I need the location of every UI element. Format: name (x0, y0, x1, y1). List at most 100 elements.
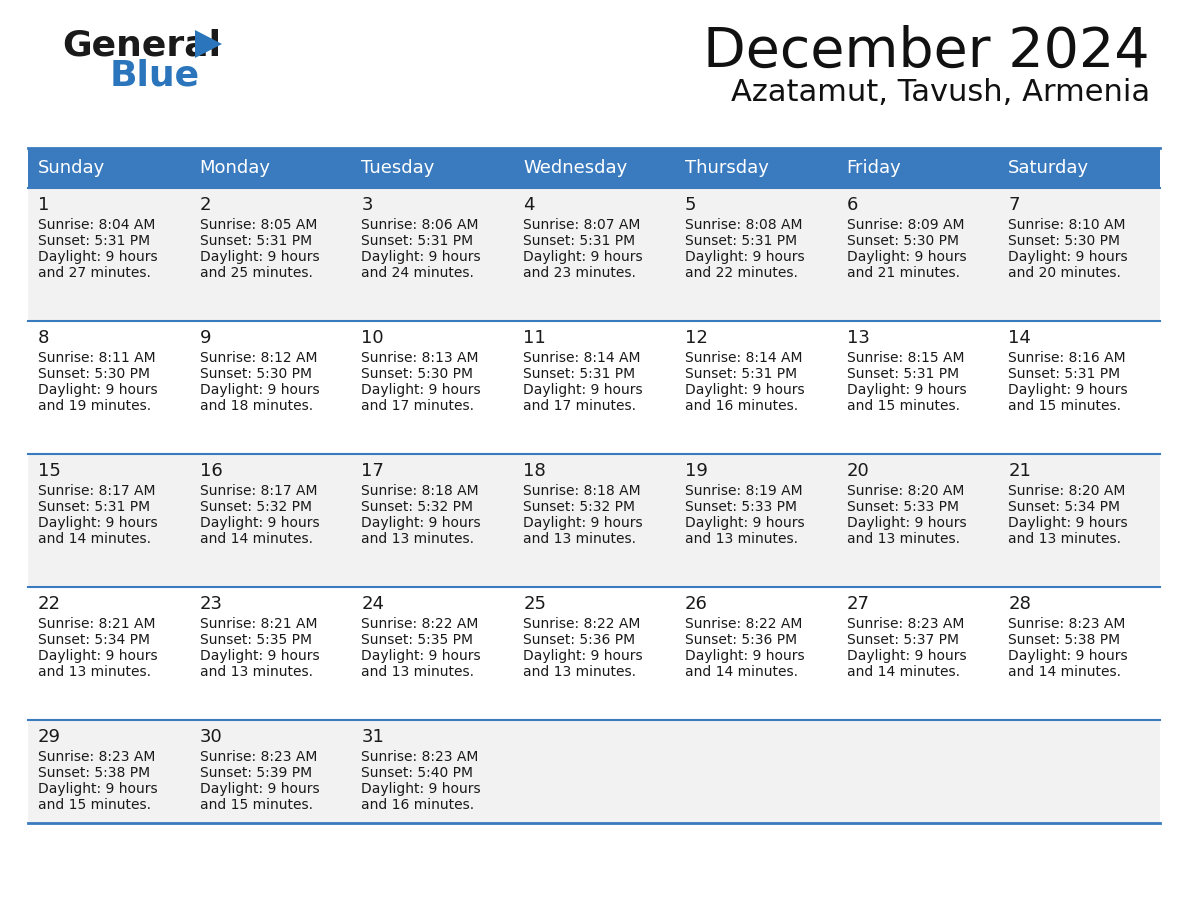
Text: Sunset: 5:30 PM: Sunset: 5:30 PM (847, 234, 959, 248)
Text: Sunset: 5:39 PM: Sunset: 5:39 PM (200, 766, 311, 780)
Text: and 14 minutes.: and 14 minutes. (200, 532, 312, 546)
Text: Sunset: 5:38 PM: Sunset: 5:38 PM (1009, 633, 1120, 647)
Text: Sunset: 5:34 PM: Sunset: 5:34 PM (1009, 500, 1120, 514)
Text: 26: 26 (684, 595, 708, 613)
Text: Sunset: 5:32 PM: Sunset: 5:32 PM (200, 500, 311, 514)
Text: 28: 28 (1009, 595, 1031, 613)
Text: Daylight: 9 hours: Daylight: 9 hours (38, 782, 158, 796)
Text: Sunset: 5:32 PM: Sunset: 5:32 PM (523, 500, 636, 514)
Text: Sunset: 5:38 PM: Sunset: 5:38 PM (38, 766, 150, 780)
Text: Monday: Monday (200, 159, 271, 177)
Text: 10: 10 (361, 329, 384, 347)
Text: Sunset: 5:31 PM: Sunset: 5:31 PM (38, 500, 150, 514)
Text: Sunset: 5:36 PM: Sunset: 5:36 PM (523, 633, 636, 647)
Text: Sunrise: 8:18 AM: Sunrise: 8:18 AM (361, 484, 479, 498)
Text: and 23 minutes.: and 23 minutes. (523, 266, 636, 280)
Bar (29, 587, 1159, 720)
Text: Daylight: 9 hours: Daylight: 9 hours (361, 782, 481, 796)
Text: Sunrise: 8:06 AM: Sunrise: 8:06 AM (361, 218, 479, 232)
Bar (29, 148, 190, 188)
Bar (29, 321, 1159, 454)
Text: and 13 minutes.: and 13 minutes. (361, 532, 474, 546)
Text: Sunrise: 8:21 AM: Sunrise: 8:21 AM (38, 617, 156, 631)
Text: Daylight: 9 hours: Daylight: 9 hours (1009, 516, 1127, 530)
Polygon shape (195, 30, 222, 58)
Text: Sunset: 5:30 PM: Sunset: 5:30 PM (200, 367, 311, 381)
Text: Sunset: 5:31 PM: Sunset: 5:31 PM (361, 234, 474, 248)
Text: Sunday: Sunday (38, 159, 106, 177)
Text: Daylight: 9 hours: Daylight: 9 hours (847, 649, 966, 663)
Text: Sunrise: 8:12 AM: Sunrise: 8:12 AM (200, 351, 317, 365)
Text: Daylight: 9 hours: Daylight: 9 hours (200, 782, 320, 796)
Text: Sunset: 5:36 PM: Sunset: 5:36 PM (684, 633, 797, 647)
Text: Sunrise: 8:23 AM: Sunrise: 8:23 AM (38, 750, 156, 764)
Text: Daylight: 9 hours: Daylight: 9 hours (847, 250, 966, 264)
Text: and 15 minutes.: and 15 minutes. (200, 798, 312, 812)
Text: Thursday: Thursday (684, 159, 769, 177)
Text: 29: 29 (38, 728, 61, 746)
Text: Sunrise: 8:09 AM: Sunrise: 8:09 AM (847, 218, 965, 232)
Text: and 17 minutes.: and 17 minutes. (523, 399, 636, 413)
Text: Daylight: 9 hours: Daylight: 9 hours (523, 383, 643, 397)
Text: and 14 minutes.: and 14 minutes. (38, 532, 151, 546)
Text: and 15 minutes.: and 15 minutes. (1009, 399, 1121, 413)
Text: Sunrise: 8:14 AM: Sunrise: 8:14 AM (523, 351, 640, 365)
Text: and 13 minutes.: and 13 minutes. (38, 665, 151, 679)
Text: Sunrise: 8:11 AM: Sunrise: 8:11 AM (38, 351, 156, 365)
Text: Daylight: 9 hours: Daylight: 9 hours (361, 649, 481, 663)
Text: Sunset: 5:33 PM: Sunset: 5:33 PM (847, 500, 959, 514)
Bar (352, 148, 513, 188)
Text: 8: 8 (38, 329, 50, 347)
Text: 9: 9 (200, 329, 211, 347)
Text: Azatamut, Tavush, Armenia: Azatamut, Tavush, Armenia (731, 78, 1150, 107)
Text: and 27 minutes.: and 27 minutes. (38, 266, 151, 280)
Text: 4: 4 (523, 196, 535, 214)
Text: Sunrise: 8:23 AM: Sunrise: 8:23 AM (361, 750, 479, 764)
Text: 15: 15 (38, 462, 61, 480)
Text: Daylight: 9 hours: Daylight: 9 hours (1009, 250, 1127, 264)
Text: 6: 6 (847, 196, 858, 214)
Text: and 13 minutes.: and 13 minutes. (523, 532, 636, 546)
Text: 14: 14 (1009, 329, 1031, 347)
Text: Sunset: 5:34 PM: Sunset: 5:34 PM (38, 633, 150, 647)
Text: Daylight: 9 hours: Daylight: 9 hours (200, 649, 320, 663)
Text: and 13 minutes.: and 13 minutes. (523, 665, 636, 679)
Text: and 13 minutes.: and 13 minutes. (200, 665, 312, 679)
Text: 31: 31 (361, 728, 384, 746)
Text: Sunset: 5:31 PM: Sunset: 5:31 PM (200, 234, 311, 248)
Text: Daylight: 9 hours: Daylight: 9 hours (361, 383, 481, 397)
Text: Sunrise: 8:13 AM: Sunrise: 8:13 AM (361, 351, 479, 365)
Text: 20: 20 (847, 462, 870, 480)
Text: Sunrise: 8:22 AM: Sunrise: 8:22 AM (684, 617, 802, 631)
Text: Sunset: 5:37 PM: Sunset: 5:37 PM (847, 633, 959, 647)
Text: Sunset: 5:31 PM: Sunset: 5:31 PM (523, 367, 636, 381)
Text: and 13 minutes.: and 13 minutes. (684, 532, 798, 546)
Text: 18: 18 (523, 462, 546, 480)
Text: and 19 minutes.: and 19 minutes. (38, 399, 151, 413)
Text: Daylight: 9 hours: Daylight: 9 hours (1009, 383, 1127, 397)
Text: Sunrise: 8:16 AM: Sunrise: 8:16 AM (1009, 351, 1126, 365)
Text: Sunrise: 8:20 AM: Sunrise: 8:20 AM (847, 484, 963, 498)
Text: and 13 minutes.: and 13 minutes. (1009, 532, 1121, 546)
Text: Sunset: 5:31 PM: Sunset: 5:31 PM (1009, 367, 1120, 381)
Text: Sunset: 5:31 PM: Sunset: 5:31 PM (523, 234, 636, 248)
Text: Sunset: 5:30 PM: Sunset: 5:30 PM (38, 367, 150, 381)
Text: Sunrise: 8:17 AM: Sunrise: 8:17 AM (38, 484, 156, 498)
Text: 24: 24 (361, 595, 385, 613)
Text: Sunrise: 8:20 AM: Sunrise: 8:20 AM (1009, 484, 1126, 498)
Text: Daylight: 9 hours: Daylight: 9 hours (361, 516, 481, 530)
Bar (190, 148, 352, 188)
Text: Daylight: 9 hours: Daylight: 9 hours (200, 383, 320, 397)
Text: 17: 17 (361, 462, 384, 480)
Text: Sunset: 5:31 PM: Sunset: 5:31 PM (684, 234, 797, 248)
Text: and 16 minutes.: and 16 minutes. (684, 399, 798, 413)
Text: Sunrise: 8:07 AM: Sunrise: 8:07 AM (523, 218, 640, 232)
Text: and 20 minutes.: and 20 minutes. (1009, 266, 1121, 280)
Bar (675, 148, 836, 188)
Text: Sunrise: 8:15 AM: Sunrise: 8:15 AM (847, 351, 965, 365)
Text: Sunrise: 8:23 AM: Sunrise: 8:23 AM (200, 750, 317, 764)
Text: 13: 13 (847, 329, 870, 347)
Text: Blue: Blue (110, 58, 200, 92)
Text: and 15 minutes.: and 15 minutes. (847, 399, 960, 413)
Text: Sunrise: 8:23 AM: Sunrise: 8:23 AM (847, 617, 963, 631)
